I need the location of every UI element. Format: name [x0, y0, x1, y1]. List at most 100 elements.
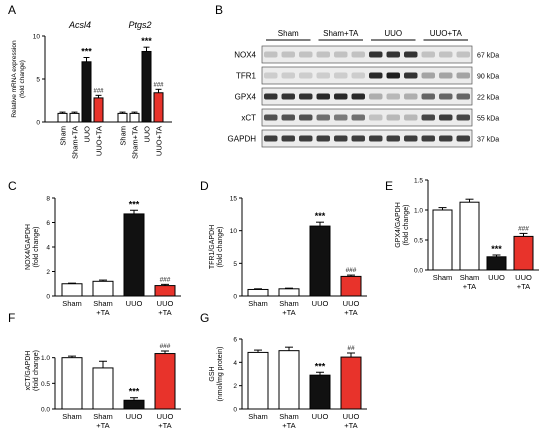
- bar: [129, 112, 140, 123]
- blot-strip: [261, 129, 473, 148]
- significance-mark: ***: [81, 47, 92, 57]
- y-tick-label: 2: [233, 383, 237, 390]
- y-tick-label: 10: [230, 228, 238, 235]
- panel-letter: B: [215, 3, 223, 17]
- blot-band: [351, 114, 365, 121]
- blot-band: [404, 93, 418, 100]
- y-tick-label: 4: [46, 245, 50, 252]
- blot-protein-label: GPX4: [235, 93, 257, 102]
- bar: [57, 112, 68, 123]
- y-tick-label: 6: [233, 337, 237, 344]
- blot-band: [334, 93, 348, 100]
- bar: [340, 356, 362, 410]
- blot-band: [456, 135, 470, 142]
- y-tick-label: 15: [230, 196, 238, 203]
- bar: [486, 256, 507, 271]
- blot-band: [264, 114, 278, 121]
- blot-band: [316, 135, 330, 142]
- blot-band: [404, 135, 418, 142]
- blot-band: [421, 114, 435, 121]
- blot-band: [351, 51, 365, 58]
- blot-band: [456, 51, 470, 58]
- blot-group-label: Sham+TA: [323, 29, 359, 38]
- category-label: Sham: [59, 126, 68, 146]
- blot-band: [316, 114, 330, 121]
- y-axis-label-unit: (nmol/mg protein): [217, 347, 224, 402]
- category-label: Sham: [433, 273, 453, 282]
- category-label: Sham: [62, 299, 82, 308]
- category-label: UUO: [126, 299, 143, 308]
- y-axis-label-unit: (fold change): [19, 60, 26, 98]
- blot-band: [369, 51, 383, 58]
- y-tick-label: 0: [46, 294, 50, 301]
- panel-letter: F: [8, 311, 15, 325]
- blot-band: [334, 114, 348, 121]
- y-axis-label-unit: (fold change): [403, 205, 410, 246]
- bar: [247, 351, 269, 410]
- significance-mark: ***: [315, 211, 326, 221]
- category-label: Sham: [119, 126, 128, 146]
- bar: [432, 209, 453, 271]
- blot-band: [421, 93, 435, 100]
- blot-band: [386, 51, 400, 58]
- blot-band: [351, 93, 365, 100]
- y-axis-label: xCT/GAPDH: [25, 351, 32, 391]
- blot-band: [281, 93, 295, 100]
- blot-band: [439, 93, 453, 100]
- category-label: UUO: [143, 126, 152, 143]
- y-tick-label: 8: [46, 196, 50, 203]
- blot-size-label: 22 kDa: [477, 95, 499, 102]
- y-tick-label: 1.0: [414, 208, 423, 215]
- blot-strip: [261, 87, 473, 106]
- y-tick-label: 2: [46, 269, 50, 276]
- panel-letter: A: [8, 3, 16, 17]
- bar: [309, 225, 331, 297]
- blot-band: [299, 93, 313, 100]
- blot-band: [404, 51, 418, 58]
- category-label: UUO: [312, 299, 329, 308]
- significance-mark: ###: [160, 276, 171, 283]
- blot-band: [386, 72, 400, 79]
- significance-mark: ###: [93, 88, 104, 94]
- blot-group-label: UUO+TA: [430, 29, 463, 38]
- blot-band: [421, 51, 435, 58]
- blot-band: [386, 135, 400, 142]
- category-label: +TA: [344, 421, 357, 430]
- blot-band: [369, 93, 383, 100]
- category-label: UUO: [312, 412, 329, 421]
- blot-band: [439, 72, 453, 79]
- blot-size-label: 90 kDa: [477, 74, 499, 81]
- blot-band: [439, 114, 453, 121]
- bar: [278, 288, 300, 297]
- bar: [123, 213, 145, 297]
- blot-band: [369, 114, 383, 121]
- blot-band: [369, 135, 383, 142]
- bar: [153, 92, 164, 123]
- bar: [154, 353, 176, 410]
- blot-protein-label: xCT: [241, 114, 256, 123]
- y-axis-label: NOX4/GAPDH: [25, 224, 32, 270]
- category-label: UUO+TA: [95, 126, 104, 156]
- bar: [92, 367, 114, 410]
- blot-band: [456, 93, 470, 100]
- bar: [340, 275, 362, 297]
- category-label: Sham: [279, 412, 299, 421]
- blot-band: [316, 72, 330, 79]
- blot-band: [351, 135, 365, 142]
- y-tick-label: 0: [233, 407, 237, 414]
- bar: [92, 280, 114, 297]
- y-axis-label-unit: (fold change): [33, 350, 40, 391]
- y-axis-label: GPX4/GAPDH: [395, 202, 402, 248]
- blot-group-label: UUO: [384, 29, 402, 38]
- category-label: Sham: [248, 412, 268, 421]
- blot-band: [264, 51, 278, 58]
- blot-band: [404, 114, 418, 121]
- blot-protein-label: GAPDH: [228, 135, 257, 144]
- blot-band: [456, 114, 470, 121]
- blot-protein-label: NOX4: [234, 51, 256, 60]
- y-axis-label: GSH: [209, 366, 216, 381]
- category-label: +TA: [344, 308, 357, 317]
- y-tick-label: 6: [46, 220, 50, 227]
- significance-mark: ##: [347, 345, 355, 352]
- blot-band: [386, 114, 400, 121]
